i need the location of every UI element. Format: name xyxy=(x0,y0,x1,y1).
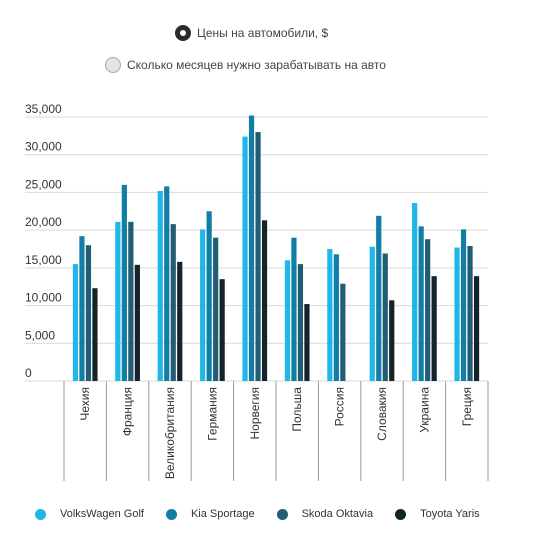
legend: VolksWagen Golf Kia Sportage Skoda Oktav… xyxy=(35,508,502,520)
bar xyxy=(134,264,140,381)
bar xyxy=(72,264,79,381)
bar xyxy=(460,229,467,381)
legend-swatch-oktavia xyxy=(276,508,288,520)
bar xyxy=(389,300,395,381)
option-months-to-earn[interactable]: Сколько месяцев нужно зарабатывать на ав… xyxy=(105,57,386,73)
bar xyxy=(261,220,268,381)
x-tick-label: Словакия xyxy=(375,387,389,441)
x-tick-label: Чехия xyxy=(78,387,92,421)
bar xyxy=(333,254,339,381)
bar xyxy=(425,239,431,381)
x-tick-label: Великобритания xyxy=(163,387,177,479)
y-tick-label: 30,000 xyxy=(25,140,62,154)
bar xyxy=(206,211,212,381)
legend-swatch-sportage xyxy=(165,508,177,520)
legend-item-oktavia: Skoda Oktavia xyxy=(276,508,374,520)
bar xyxy=(369,246,375,381)
y-tick-label: 35,000 xyxy=(25,102,62,116)
bar xyxy=(242,136,248,381)
y-tick-label: 10,000 xyxy=(25,291,62,305)
y-tick-label: 5,000 xyxy=(25,328,55,342)
y-tick-label: 25,000 xyxy=(25,177,62,191)
bar xyxy=(382,253,388,381)
bar xyxy=(115,221,121,381)
bar xyxy=(164,186,170,381)
bar xyxy=(473,276,480,381)
bar xyxy=(418,226,424,381)
bar xyxy=(213,237,219,381)
bar xyxy=(85,245,92,381)
legend-label-yaris: Toyota Yaris xyxy=(420,508,480,520)
legend-swatch-yaris xyxy=(395,508,407,520)
legend-item-golf: VolksWagen Golf xyxy=(35,508,144,520)
option-car-prices[interactable]: Цены на автомобили, $ xyxy=(175,25,328,41)
y-tick-label: 15,000 xyxy=(25,253,62,267)
bar xyxy=(454,247,460,381)
option-car-prices-label: Цены на автомобили, $ xyxy=(197,26,329,40)
bar xyxy=(284,260,291,381)
bar xyxy=(79,236,85,381)
bar xyxy=(255,132,261,381)
legend-label-sportage: Kia Sportage xyxy=(190,508,255,520)
x-tick-label: Греция xyxy=(460,387,474,426)
radio-selected-icon[interactable] xyxy=(175,25,191,41)
y-tick-label: 20,000 xyxy=(25,215,62,229)
bar xyxy=(248,115,255,382)
x-tick-label: Норвегия xyxy=(248,387,262,440)
bar xyxy=(376,215,382,381)
radio-unselected-icon[interactable] xyxy=(105,57,121,73)
x-tick-label: Украина xyxy=(417,387,431,433)
bar xyxy=(128,221,134,381)
bar xyxy=(291,237,297,381)
x-tick-label: Франция xyxy=(121,387,135,436)
bar xyxy=(412,202,418,381)
bar xyxy=(304,304,310,381)
legend-label-oktavia: Skoda Oktavia xyxy=(301,508,374,520)
legend-swatch-golf xyxy=(35,508,46,520)
option-months-to-earn-label: Сколько месяцев нужно зарабатывать на ав… xyxy=(127,58,386,72)
bar xyxy=(170,224,176,381)
bar xyxy=(121,184,127,381)
y-tick-label: 0 xyxy=(25,366,32,380)
bar xyxy=(467,245,473,381)
bar xyxy=(431,276,437,381)
legend-item-sportage: Kia Sportage xyxy=(165,508,255,520)
x-tick-label: Германия xyxy=(205,387,219,441)
bar xyxy=(92,288,98,381)
bar xyxy=(177,261,183,381)
x-tick-label: Польша xyxy=(290,387,304,432)
legend-label-golf: VolksWagen Golf xyxy=(60,508,144,520)
bar xyxy=(297,264,304,381)
bar xyxy=(200,229,206,381)
bar xyxy=(219,279,225,381)
legend-item-yaris: Toyota Yaris xyxy=(395,508,480,520)
bar xyxy=(327,249,333,381)
x-tick-label: Россия xyxy=(333,387,347,426)
bar xyxy=(157,190,163,381)
bar xyxy=(340,283,346,381)
